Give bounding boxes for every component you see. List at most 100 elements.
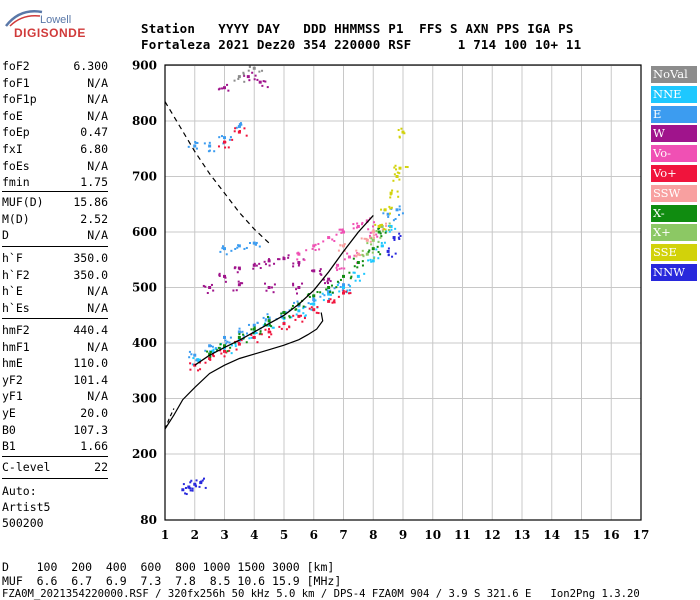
echo-point (309, 303, 312, 306)
echo-point (223, 136, 226, 140)
echo-point (370, 260, 373, 263)
echo-point (264, 319, 267, 322)
echo-point (390, 228, 393, 231)
echo-point (191, 363, 194, 366)
echo-point (190, 353, 193, 356)
echo-point (327, 290, 331, 294)
echo-point (304, 314, 307, 317)
echo-point (307, 293, 310, 296)
echo-point (267, 316, 271, 320)
echo-point (264, 80, 267, 83)
echo-point (247, 69, 250, 72)
echo-point (189, 489, 192, 492)
echo-point (325, 288, 328, 291)
echo-point (266, 313, 269, 316)
echo-point (264, 318, 267, 321)
echo-point (406, 166, 409, 169)
echo-point (380, 235, 383, 238)
echo-point (252, 335, 256, 339)
echo-point (291, 304, 294, 307)
params-group-3: h`F 350.0 h`F2 350.0 h`E N/A h`Es N/A (2, 250, 108, 316)
echo-point (336, 269, 339, 272)
echo-point (196, 141, 199, 144)
echo-point (347, 255, 351, 259)
echo-point (399, 235, 402, 238)
echo-point (238, 327, 241, 330)
echo-point (261, 69, 264, 72)
echo-point (372, 236, 375, 239)
echo-point (380, 241, 383, 244)
echo-point (248, 79, 251, 82)
echo-point (243, 247, 246, 250)
echo-point (316, 291, 319, 294)
echo-point (377, 230, 381, 234)
echo-point (200, 481, 203, 484)
echo-point (368, 236, 371, 239)
echo-point (211, 349, 215, 353)
echo-point (229, 336, 232, 339)
echo-point (218, 136, 221, 139)
echo-point (292, 265, 295, 268)
echo-point (221, 247, 224, 250)
echo-point (218, 272, 221, 275)
echo-point (319, 291, 322, 294)
echo-point (338, 290, 341, 293)
echo-point (377, 257, 380, 260)
echo-point (367, 259, 370, 262)
echo-point (297, 264, 300, 267)
echo-point (241, 330, 244, 333)
echo-point (373, 221, 376, 224)
echo-point (397, 195, 400, 198)
echo-point (195, 359, 198, 362)
echo-point (245, 134, 248, 137)
echo-point (398, 178, 401, 181)
echo-point (258, 70, 261, 73)
echo-point (395, 175, 399, 178)
echo-point (282, 310, 286, 314)
echo-point (207, 150, 210, 153)
echo-point (252, 336, 255, 339)
echo-point (327, 299, 331, 303)
echo-point (331, 291, 334, 294)
echo-point (312, 244, 316, 248)
echo-point (212, 348, 215, 351)
echo-point (273, 283, 276, 286)
echo-point (185, 493, 188, 496)
echo-point (206, 291, 209, 294)
echo-point (261, 84, 264, 87)
echo-point (210, 283, 213, 286)
echo-point (363, 272, 366, 275)
echo-point (237, 244, 241, 248)
echo-point (385, 230, 388, 233)
echo-point (280, 327, 283, 330)
echo-point (377, 251, 380, 254)
echo-point (223, 349, 226, 353)
echo-point (336, 280, 339, 283)
echo-point (280, 312, 283, 315)
echo-point (272, 291, 275, 294)
echo-point (235, 126, 238, 129)
echo-point (396, 190, 399, 193)
echo-point (239, 331, 242, 334)
echo-point (361, 264, 364, 267)
param-row: foF2 6.300 (2, 59, 108, 73)
x-tick-label: 11 (454, 528, 471, 542)
echo-point (255, 241, 258, 244)
echo-point (374, 223, 377, 226)
echo-point (208, 357, 212, 361)
echo-point (398, 232, 401, 235)
echo-point (263, 260, 266, 263)
echo-point (223, 86, 226, 90)
x-tick-label: 3 (220, 528, 228, 542)
echo-point (347, 283, 350, 286)
echo-point (381, 230, 384, 233)
echo-point (369, 240, 372, 243)
echo-point (343, 243, 346, 246)
x-tick-label: 6 (310, 528, 318, 542)
echo-point (316, 306, 319, 309)
footer-file-row: FZA0M_2021354220000.RSF / 320fx256h 50 k… (2, 588, 640, 600)
echo-point (267, 328, 270, 331)
echo-point (379, 232, 382, 235)
auto-label: Auto: (2, 484, 37, 498)
x-tick-label: 17 (633, 528, 650, 542)
